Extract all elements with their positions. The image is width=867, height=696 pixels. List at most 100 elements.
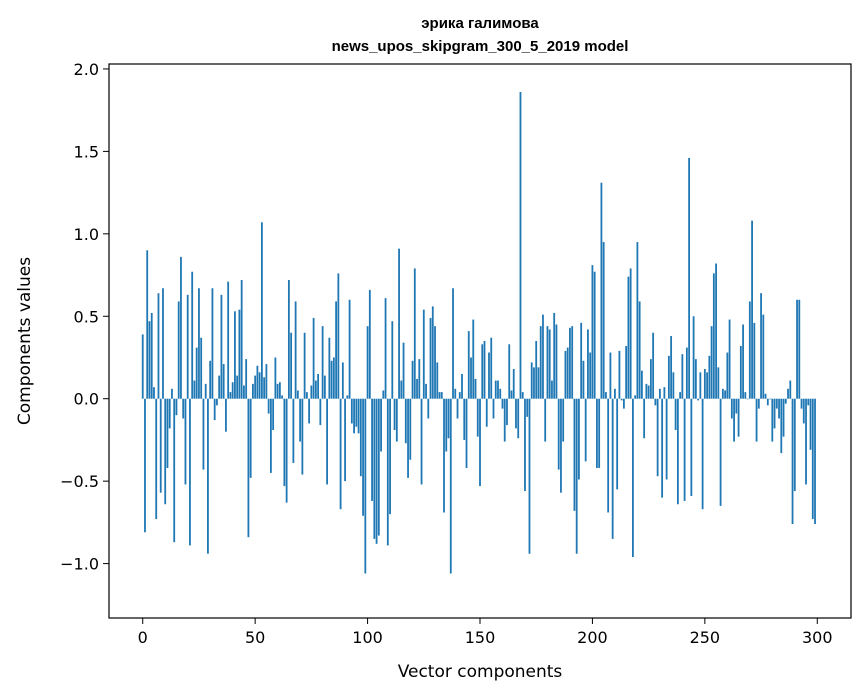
bar-99 (364, 398, 367, 574)
bar-18 (182, 398, 185, 419)
bar-244 (690, 398, 693, 496)
bar-79 (319, 398, 322, 426)
bar-119 (409, 398, 412, 460)
bar-201 (593, 271, 596, 399)
bar-137 (449, 398, 452, 574)
bar-254 (712, 273, 715, 399)
bar-270 (748, 301, 751, 399)
y-tick-label: 2.0 (74, 60, 99, 79)
bar-40 (231, 382, 234, 399)
bar-200 (591, 265, 594, 399)
bar-261 (728, 319, 731, 399)
bar-157 (494, 380, 497, 399)
bar-185 (557, 398, 560, 470)
bar-7 (157, 293, 160, 399)
bar-83 (328, 337, 331, 399)
bar-108 (384, 298, 387, 399)
bar-285 (782, 398, 785, 437)
bar-74 (308, 398, 311, 424)
bar-210 (614, 388, 616, 399)
bar-191 (571, 326, 574, 399)
bar-82 (326, 398, 328, 485)
bar-269 (746, 398, 749, 400)
bar-92 (348, 299, 351, 399)
bar-116 (402, 342, 405, 399)
bar-231 (661, 398, 664, 498)
y-tick-label: 0.5 (74, 307, 99, 326)
bar-126 (425, 383, 427, 399)
bar-164 (510, 390, 513, 399)
bar-280 (771, 398, 774, 442)
bar-81 (323, 375, 326, 399)
bar-167 (517, 398, 520, 439)
bar-291 (796, 299, 798, 399)
bar-251 (706, 372, 708, 399)
bar-258 (721, 388, 724, 399)
bar-115 (400, 380, 403, 399)
bar-120 (411, 360, 414, 399)
bar-49 (252, 383, 254, 399)
bar-97 (359, 398, 362, 477)
bar-248 (699, 372, 702, 399)
bar-232 (663, 387, 666, 399)
bar-13 (171, 388, 173, 399)
x-axis: 0 50 100 150 200 250 300 (138, 618, 833, 647)
bar-249 (701, 398, 704, 510)
bar-27 (202, 398, 205, 470)
bar-42 (236, 375, 239, 399)
bar-246 (694, 359, 697, 399)
bar-230 (658, 388, 661, 399)
bar-106 (380, 398, 382, 452)
bar-237 (674, 398, 677, 431)
bar-279 (769, 398, 771, 400)
bar-140 (456, 398, 459, 419)
bar-141 (458, 392, 461, 399)
bar-145 (467, 331, 470, 399)
bar-241 (683, 398, 686, 501)
bar-84 (330, 360, 333, 399)
bar-204 (600, 182, 603, 399)
bar-222 (640, 370, 643, 399)
bar-292 (798, 299, 801, 399)
bar-287 (787, 388, 789, 399)
bar-110 (389, 398, 391, 515)
bar-181 (548, 329, 551, 399)
x-tick-label: 150 (465, 628, 496, 647)
bar-260 (726, 352, 729, 399)
bar-39 (229, 392, 232, 399)
bar-290 (793, 398, 796, 492)
bar-236 (672, 372, 675, 399)
bar-127 (427, 398, 430, 419)
bar-242 (685, 347, 688, 399)
bar-172 (528, 398, 531, 554)
bar-163 (508, 344, 511, 399)
bar-50 (254, 375, 257, 399)
bar-101 (368, 289, 371, 399)
bar-30 (209, 360, 212, 399)
bar-284 (780, 398, 783, 454)
bar-32 (213, 398, 216, 421)
bar-234 (667, 355, 670, 399)
bar-10 (164, 398, 167, 505)
bar-176 (537, 367, 540, 399)
bar-25 (198, 288, 200, 399)
bar-91 (346, 395, 349, 399)
bar-123 (418, 359, 421, 399)
bar-267 (742, 324, 744, 399)
bar-294 (802, 398, 805, 424)
bar-88 (339, 398, 342, 510)
bar-199 (589, 352, 592, 399)
bar-117 (404, 398, 407, 444)
bar-72 (303, 332, 306, 399)
y-axis-label: Components values (15, 257, 35, 425)
bar-6 (155, 398, 158, 520)
bar-53 (261, 222, 263, 399)
bar-180 (546, 326, 549, 399)
x-tick-label: 250 (690, 628, 721, 647)
bar-184 (555, 324, 558, 399)
bar-252 (708, 355, 711, 399)
bar-12 (168, 398, 171, 429)
bar-38 (227, 281, 230, 399)
bar-4 (150, 312, 153, 399)
bar-57 (269, 398, 272, 473)
